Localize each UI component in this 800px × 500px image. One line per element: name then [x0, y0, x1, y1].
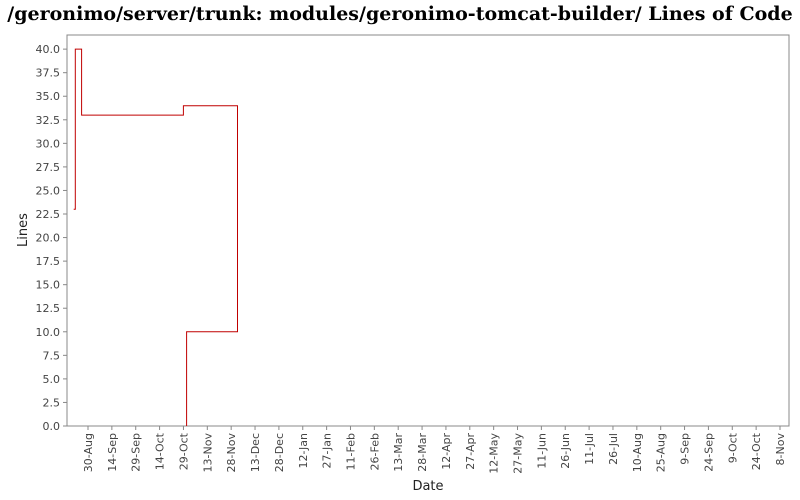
- y-tick-label: 20.0: [36, 232, 61, 245]
- x-tick-label: 30-Aug: [82, 433, 95, 472]
- x-tick-label: 12-May: [488, 433, 501, 474]
- y-tick-label: 30.0: [36, 137, 61, 150]
- x-tick-label: 11-Feb: [344, 433, 357, 470]
- x-tick-label: 9-Sep: [679, 433, 692, 465]
- y-axis: 0.0 2.5 5.0 7.5 10.0 12.5 15.0 17.5 20.0 22.5 25.0…: [36, 43, 67, 433]
- x-tick-label: 28-Dec: [273, 433, 286, 472]
- chart-title: /geronimo/server/trunk: modules/geronimo…: [7, 3, 793, 25]
- x-tick-label: 26-Jun: [559, 433, 572, 469]
- y-tick-label: 7.5: [43, 349, 61, 362]
- x-axis-title: Date: [412, 479, 443, 494]
- x-tick-label: 10-Aug: [631, 433, 644, 472]
- x-tick-label: 29-Oct: [177, 432, 190, 470]
- y-tick-label: 0.0: [43, 420, 61, 433]
- x-tick-label: 9-Oct: [726, 432, 739, 463]
- x-tick-label: 29-Sep: [130, 433, 143, 472]
- x-tick-label: 13-Mar: [392, 433, 405, 472]
- x-tick-label: 12-Jan: [297, 433, 310, 469]
- x-tick-label: 14-Oct: [154, 432, 167, 470]
- y-tick-label: 15.0: [36, 279, 61, 292]
- y-tick-label: 40.0: [36, 43, 61, 56]
- x-tick-label: 27-Apr: [464, 433, 477, 470]
- x-tick-label: 28-Mar: [416, 433, 429, 472]
- y-tick-label: 25.0: [36, 184, 61, 197]
- y-tick-label: 12.5: [36, 302, 61, 315]
- series-line: [73, 48, 238, 426]
- x-tick-label: 12-Apr: [440, 433, 453, 470]
- y-axis-title: Lines: [16, 213, 31, 247]
- x-tick-label: 27-May: [512, 433, 525, 474]
- y-tick-label: 2.5: [43, 396, 61, 409]
- x-tick-label: 26-Jul: [607, 433, 620, 465]
- y-tick-label: 5.0: [43, 373, 61, 386]
- x-tick-label: 13-Nov: [201, 433, 214, 473]
- y-tick-label: 22.5: [36, 208, 61, 221]
- x-tick-label: 11-Jun: [535, 433, 548, 469]
- x-tick-label: 26-Feb: [368, 433, 381, 470]
- x-tick-label: 13-Dec: [249, 433, 262, 472]
- x-tick-label: 24-Sep: [702, 433, 715, 472]
- x-tick-label: 24-Oct: [750, 432, 763, 470]
- y-tick-label: 10.0: [36, 326, 61, 339]
- x-tick-label: 28-Nov: [225, 433, 238, 473]
- x-tick-label: 25-Aug: [655, 433, 668, 472]
- y-tick-label: 37.5: [36, 67, 61, 80]
- plot-area: [66, 34, 790, 427]
- x-tick-label: 27-Jan: [321, 433, 334, 469]
- x-tick-label: 14-Sep: [106, 433, 119, 472]
- y-tick-label: 35.0: [36, 90, 61, 103]
- x-tick-label: 11-Jul: [583, 433, 596, 465]
- x-axis: 30-Aug 14-Sep 29-Sep 14-Oct 29-Oct 13-Nov 28-N…: [82, 426, 787, 474]
- x-tick-label: 8-Nov: [774, 433, 787, 466]
- y-tick-label: 17.5: [36, 255, 61, 268]
- y-tick-label: 27.5: [36, 161, 61, 174]
- y-tick-label: 32.5: [36, 114, 61, 127]
